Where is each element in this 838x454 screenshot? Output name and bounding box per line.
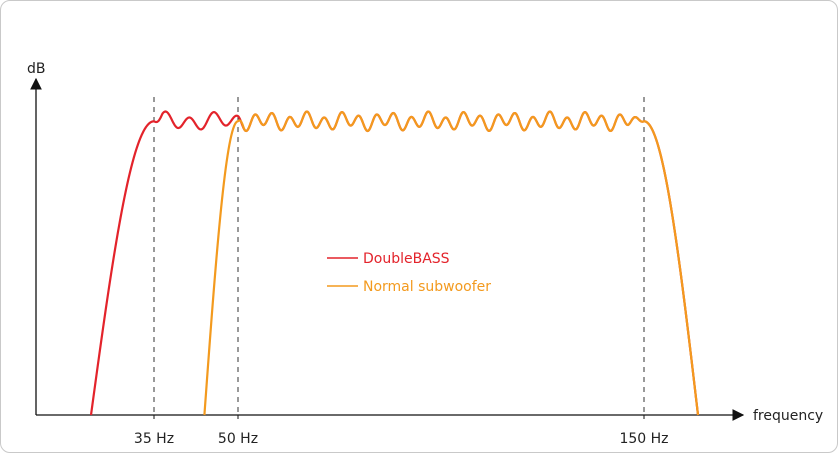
series-line-normal-subwoofer <box>203 110 700 416</box>
reference-lines <box>153 97 645 415</box>
legend: DoubleBASS Normal subwoofer <box>327 251 491 295</box>
legend-label: DoubleBASS <box>363 251 450 267</box>
y-axis-label: dB <box>27 61 46 77</box>
x-tick-label: 50 Hz <box>218 431 258 447</box>
x-tick-labels: 35 Hz 50 Hz 150 Hz <box>134 415 669 447</box>
x-axis-label: frequency <box>753 408 823 424</box>
legend-label: Normal subwoofer <box>363 279 491 295</box>
series-lines <box>89 110 700 416</box>
x-tick-label: 150 Hz <box>619 431 668 447</box>
x-tick-label: 35 Hz <box>134 431 174 447</box>
